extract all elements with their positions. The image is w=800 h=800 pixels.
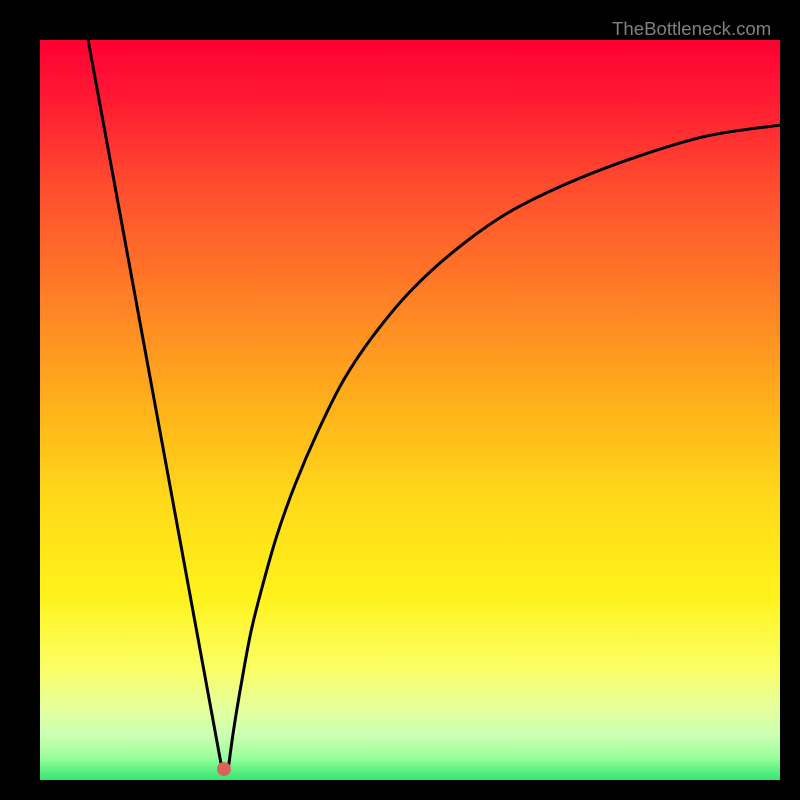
plot-area [40, 40, 780, 780]
optimum-marker [217, 762, 231, 776]
chart-root: TheBottleneck.com [0, 0, 800, 800]
watermark-text: TheBottleneck.com [612, 18, 771, 40]
gradient-background [40, 40, 780, 780]
plot-svg [40, 40, 780, 780]
